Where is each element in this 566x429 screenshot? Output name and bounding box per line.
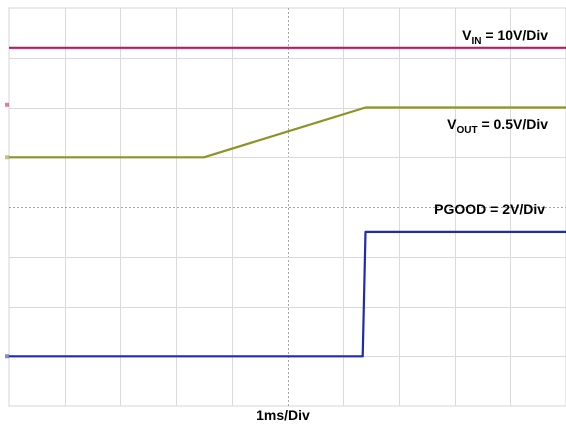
vin-channel-marker <box>5 102 9 107</box>
pgood-trace <box>9 230 566 358</box>
vout-label: VOUT = 0.5V/Div <box>447 116 548 136</box>
vout-trace <box>9 106 566 159</box>
vout-channel-marker <box>5 155 9 160</box>
channel-markers <box>5 102 9 359</box>
pgood-channel-marker <box>5 354 9 359</box>
time-base-label: 1ms/Div <box>256 407 310 423</box>
plot-traces <box>9 46 566 358</box>
vin-label: VIN = 10V/Div <box>462 27 548 47</box>
pgood-label: PGOOD = 2V/Div <box>434 201 545 217</box>
